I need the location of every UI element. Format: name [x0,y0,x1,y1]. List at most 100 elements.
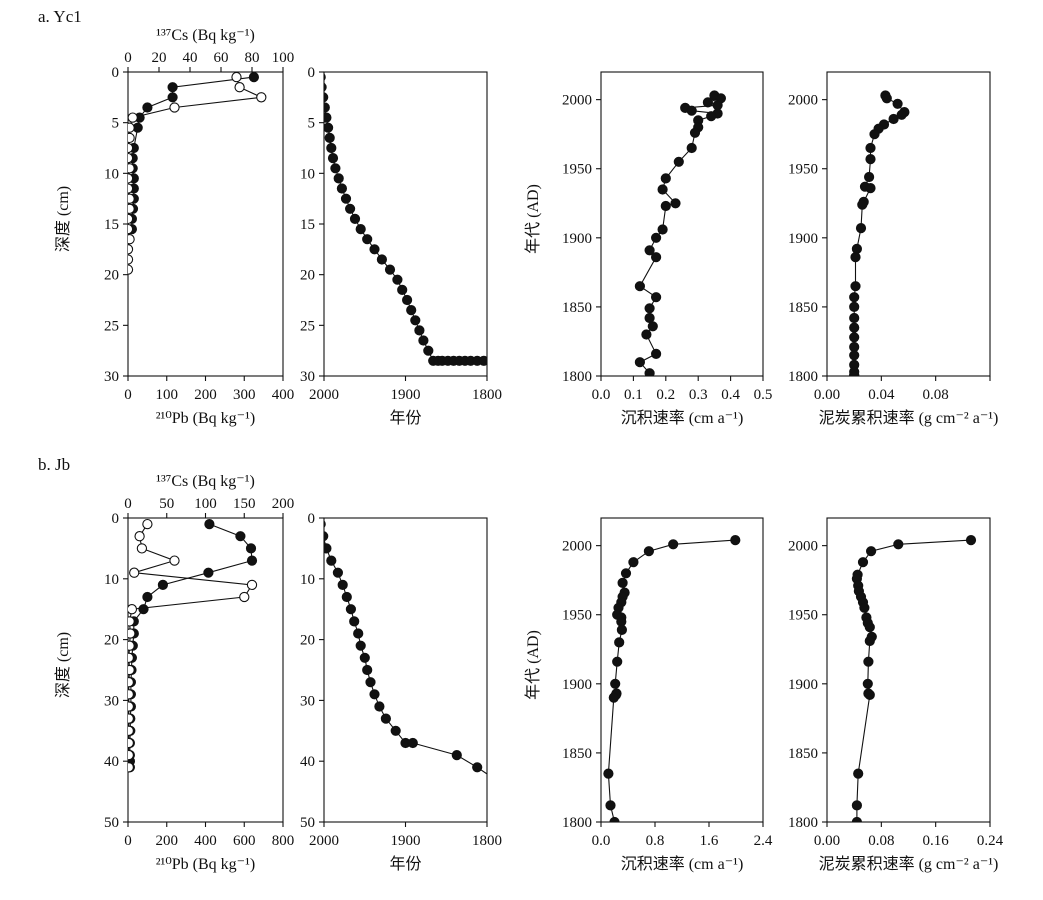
y-axis-label: 深度 (cm) [54,632,72,698]
data-point-open [128,173,134,184]
x-tick-label: 0.2 [656,387,675,403]
x-tick-label: 0.0 [592,387,611,403]
y-tick-label: 20 [104,268,119,284]
x-axis-label: 沉积速率 (cm a⁻¹) [621,855,744,873]
y-tick-label: 40 [104,754,119,770]
data-point [888,113,899,125]
y-tick-label: 2000 [562,539,592,555]
data-point [333,173,344,184]
data-point [369,244,380,255]
y-tick-label: 50 [300,815,315,831]
y-tick-label: 1800 [562,369,592,385]
data-point [380,713,391,724]
data-point [864,622,875,633]
data-point [324,102,330,113]
data-point [608,692,619,703]
data-point [617,577,628,589]
data-point [644,368,655,376]
y-tick-label: 1900 [562,231,592,247]
x-tick-label: 800 [272,833,295,849]
data-point [896,109,907,120]
data-point [643,546,655,557]
data-point [142,591,153,603]
data-point [491,775,500,784]
y-tick-label: 30 [104,369,119,385]
data-point-open [128,112,138,123]
x-tick-label: 300 [233,387,256,403]
data-point-open [128,677,134,688]
y-tick-label: 1900 [788,231,818,247]
data-point-open [128,203,135,214]
data-point [397,284,408,295]
data-point-open [128,264,134,275]
data-point [851,243,863,254]
series-line [128,523,253,768]
plot-data [849,90,910,376]
data-point [204,519,215,530]
data-point [603,768,614,779]
data-point-open [169,555,180,566]
data-point [369,689,380,700]
x-tick-label: 0 [124,833,132,849]
data-point [651,252,662,263]
y-tick-label: 30 [300,693,315,709]
data-point [345,604,356,615]
y-tick-label: 5 [308,116,316,132]
data-point-open [128,737,134,749]
data-point [246,555,258,566]
data-point [849,332,860,343]
data-point-open [129,567,140,578]
data-point-open [239,591,250,603]
data-point [853,768,864,779]
data-point-open [128,604,138,615]
data-point [609,816,620,822]
data-point [865,183,876,194]
y-tick-label: 1900 [562,677,592,693]
data-point [248,72,259,83]
data-point [406,305,417,316]
data-point [327,153,339,164]
x-tick-label: 400 [194,833,217,849]
data-point [353,628,364,639]
data-point [142,102,153,113]
data-point [849,322,860,333]
data-point [651,292,662,303]
data-point [365,677,376,688]
data-point-open [128,132,135,144]
data-point [167,82,178,93]
data-point [657,184,668,195]
data-point [670,198,681,209]
plot-frame [826,71,991,377]
x-axis-label: ²¹⁰Pb (Bq kg⁻¹) [156,856,255,873]
data-point-open [128,234,135,245]
data-point [862,678,873,689]
y-tick-label: 15 [104,217,119,233]
data-point-open [169,102,180,113]
panel-a_age: 0 5 10 15 20 25 30 2000 1900 1800 年份 [300,65,502,427]
plot-data [603,535,741,822]
y-tick-label: 30 [300,369,315,385]
y-tick-label: 30 [104,693,119,709]
x-tick-label: 1800 [472,387,502,403]
data-point [235,531,246,542]
data-point [345,203,356,214]
data-point-open [142,518,153,530]
data-point [865,154,876,165]
x-tick-label: 0.8 [646,833,665,849]
data-point-open [128,616,135,627]
x-top-tick-label: 20 [152,50,167,66]
data-point [849,312,860,324]
series-line [324,98,484,362]
data-point [324,543,332,554]
data-point [849,292,860,303]
x-tick-label: 400 [272,387,295,403]
plot-data [851,535,977,822]
data-point [402,294,413,306]
data-point-open [128,254,134,265]
y-tick-label: 25 [104,318,119,334]
panel-a_peat_rate: 1800 1850 1900 1950 2000 0.00 0.04 0.08 泥炭累积速率 (… [788,71,998,427]
y-tick-label: 40 [300,754,315,770]
data-point [340,193,352,204]
data-point [390,725,401,736]
